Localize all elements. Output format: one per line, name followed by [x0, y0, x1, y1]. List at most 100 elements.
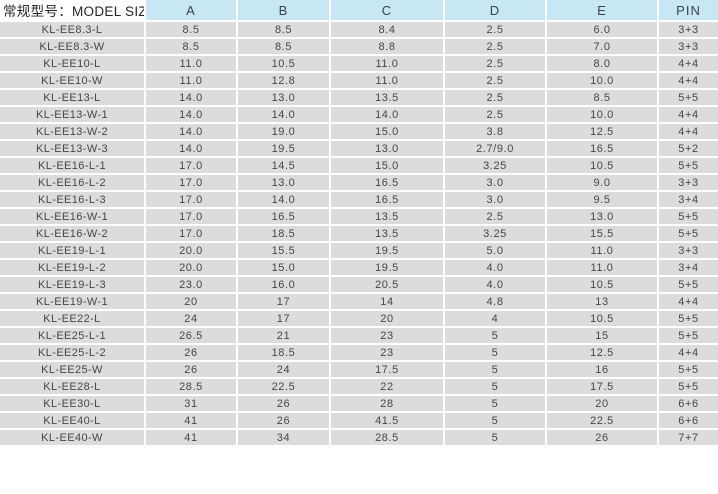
header-col-c: C — [330, 0, 445, 22]
value-cell-b: 8.5 — [237, 21, 331, 39]
value-cell-c: 16.5 — [330, 191, 445, 209]
value-cell-b: 14.0 — [237, 106, 331, 124]
value-cell-b: 15.5 — [237, 242, 331, 260]
value-cell-d: 5 — [444, 344, 547, 362]
value-cell-d: 2.5 — [444, 89, 547, 107]
value-cell-c: 13.5 — [330, 225, 445, 243]
value-cell-b: 17 — [237, 293, 331, 311]
value-cell-b: 24 — [237, 361, 331, 379]
table-row: KL-EE8.3-L 8.5 8.5 8.4 2.5 6.0 3+3 — [0, 21, 718, 39]
value-cell-d: 3.25 — [444, 225, 547, 243]
table-row: KL-EE16-W-2 17.0 18.5 13.5 3.25 15.5 5+5 — [0, 225, 718, 243]
value-cell-c: 41.5 — [330, 412, 445, 430]
table-row: KL-EE22-L 24 17 20 4 10.5 5+5 — [0, 310, 718, 328]
value-cell-pin: 5+5 — [658, 225, 718, 243]
value-cell-d: 5 — [444, 429, 547, 447]
model-cell: KL-EE16-L-3 — [0, 191, 146, 209]
value-cell-e: 17.5 — [546, 378, 659, 396]
value-cell-d: 2.5 — [444, 72, 547, 90]
value-cell-a: 14.0 — [145, 140, 238, 158]
value-cell-e: 11.0 — [546, 242, 659, 260]
value-cell-e: 8.0 — [546, 55, 659, 73]
value-cell-d: 3.25 — [444, 157, 547, 175]
value-cell-e: 9.0 — [546, 174, 659, 192]
value-cell-pin: 4+4 — [658, 55, 718, 73]
table-row: KL-EE16-W-1 17.0 16.5 13.5 2.5 13.0 5+5 — [0, 208, 718, 226]
value-cell-b: 34 — [237, 429, 331, 447]
value-cell-c: 20 — [330, 310, 445, 328]
value-cell-d: 5 — [444, 395, 547, 413]
value-cell-e: 7.0 — [546, 38, 659, 56]
value-cell-a: 24 — [145, 310, 238, 328]
value-cell-e: 8.5 — [546, 89, 659, 107]
value-cell-pin: 7+7 — [658, 429, 718, 447]
value-cell-pin: 5+5 — [658, 327, 718, 345]
value-cell-c: 17.5 — [330, 361, 445, 379]
value-cell-a: 17.0 — [145, 225, 238, 243]
value-cell-d: 2.5 — [444, 208, 547, 226]
value-cell-c: 15.0 — [330, 123, 445, 141]
value-cell-b: 8.5 — [237, 38, 331, 56]
model-cell: KL-EE25-L-2 — [0, 344, 146, 362]
value-cell-c: 19.5 — [330, 242, 445, 260]
value-cell-b: 26 — [237, 395, 331, 413]
value-cell-a: 28.5 — [145, 378, 238, 396]
value-cell-a: 8.5 — [145, 38, 238, 56]
value-cell-pin: 3+3 — [658, 242, 718, 260]
value-cell-d: 3.8 — [444, 123, 547, 141]
value-cell-d: 3.0 — [444, 174, 547, 192]
value-cell-c: 14 — [330, 293, 445, 311]
header-col-b: B — [237, 0, 331, 22]
table-row: KL-EE13-L 14.0 13.0 13.5 2.5 8.5 5+5 — [0, 89, 718, 107]
value-cell-pin: 5+5 — [658, 157, 718, 175]
value-cell-e: 13.0 — [546, 208, 659, 226]
value-cell-a: 14.0 — [145, 106, 238, 124]
value-cell-c: 23 — [330, 327, 445, 345]
value-cell-c: 14.0 — [330, 106, 445, 124]
value-cell-d: 2.7/9.0 — [444, 140, 547, 158]
value-cell-pin: 4+4 — [658, 72, 718, 90]
value-cell-b: 13.0 — [237, 174, 331, 192]
value-cell-d: 2.5 — [444, 55, 547, 73]
value-cell-b: 16.5 — [237, 208, 331, 226]
model-cell: KL-EE19-L-1 — [0, 242, 146, 260]
table-row: KL-EE19-L-3 23.0 16.0 20.5 4.0 10.5 5+5 — [0, 276, 718, 294]
table-row: KL-EE8.3-W 8.5 8.5 8.8 2.5 7.0 3+3 — [0, 38, 718, 56]
value-cell-b: 26 — [237, 412, 331, 430]
value-cell-pin: 3+4 — [658, 259, 718, 277]
model-cell: KL-EE10-W — [0, 72, 146, 90]
table-body: KL-EE8.3-L 8.5 8.5 8.4 2.5 6.0 3+3 KL-EE… — [0, 21, 718, 447]
value-cell-pin: 3+3 — [658, 174, 718, 192]
value-cell-b: 17 — [237, 310, 331, 328]
model-cell: KL-EE22-L — [0, 310, 146, 328]
value-cell-b: 16.0 — [237, 276, 331, 294]
value-cell-e: 26 — [546, 429, 659, 447]
model-size-table: 常规型号：MODEL SIZE A B C D E PIN KL-EE8.3-L… — [0, 0, 718, 447]
model-cell: KL-EE16-W-1 — [0, 208, 146, 226]
value-cell-d: 5 — [444, 378, 547, 396]
value-cell-pin: 5+5 — [658, 208, 718, 226]
model-cell: KL-EE40-W — [0, 429, 146, 447]
value-cell-a: 11.0 — [145, 72, 238, 90]
header-row: 常规型号：MODEL SIZE A B C D E PIN — [0, 0, 718, 22]
model-cell: KL-EE16-L-2 — [0, 174, 146, 192]
value-cell-e: 6.0 — [546, 21, 659, 39]
value-cell-d: 5 — [444, 412, 547, 430]
model-cell: KL-EE40-L — [0, 412, 146, 430]
value-cell-c: 13.0 — [330, 140, 445, 158]
table-row: KL-EE25-L-1 26.5 21 23 5 15 5+5 — [0, 327, 718, 345]
value-cell-pin: 5+5 — [658, 276, 718, 294]
value-cell-b: 14.5 — [237, 157, 331, 175]
value-cell-c: 13.5 — [330, 208, 445, 226]
value-cell-pin: 4+4 — [658, 344, 718, 362]
model-cell: KL-EE10-L — [0, 55, 146, 73]
value-cell-b: 19.0 — [237, 123, 331, 141]
value-cell-a: 26 — [145, 344, 238, 362]
header-col-pin: PIN — [658, 0, 718, 22]
value-cell-e: 10.5 — [546, 157, 659, 175]
value-cell-c: 8.4 — [330, 21, 445, 39]
value-cell-e: 13 — [546, 293, 659, 311]
value-cell-e: 10.0 — [546, 106, 659, 124]
value-cell-b: 18.5 — [237, 344, 331, 362]
